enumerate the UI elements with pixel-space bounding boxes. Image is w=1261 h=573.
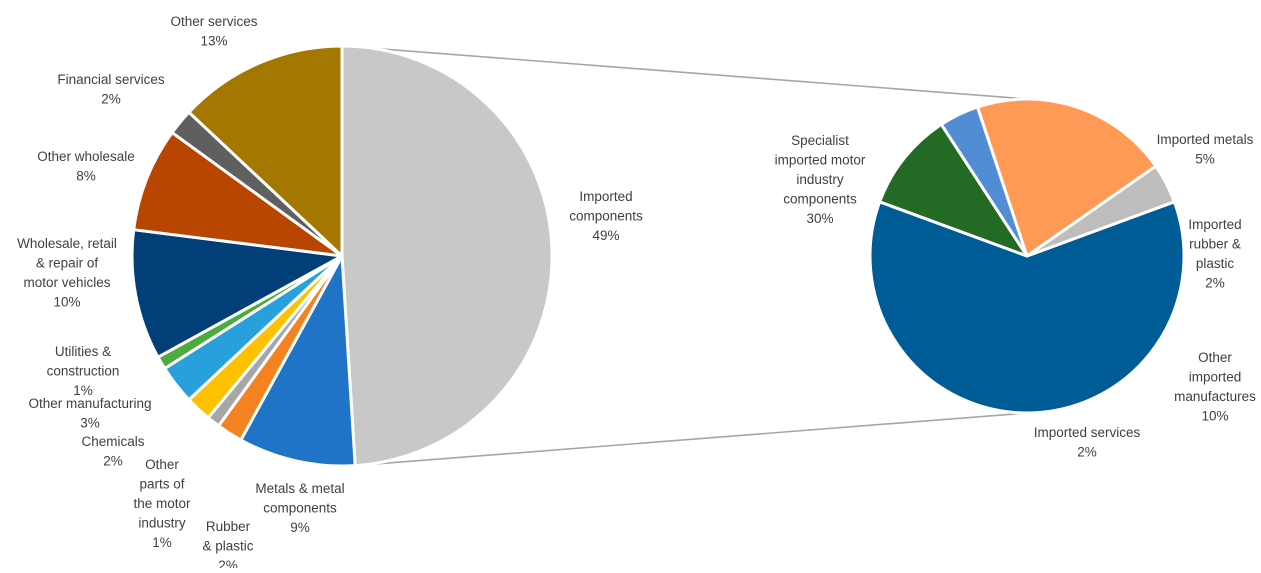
secondary-label-imported-rubber-and-plastic: Imported rubber & plastic 2% — [1188, 217, 1241, 291]
secondary-label-imported-metals: Imported metals 5% — [1157, 132, 1254, 167]
primary-label-other-manufacturing: Other manufacturing 3% — [28, 396, 151, 431]
primary-pie-labels: Imported components 49% Metals & metal compo… — [17, 14, 643, 573]
primary-label-rubber-and-plastic: Rubber & plastic 2% — [202, 519, 253, 568]
primary-label-imported-components: Imported components 49% — [569, 189, 643, 243]
pie-slice-imported-components — [340, 44, 554, 468]
connector-line-bottom — [356, 412, 1028, 467]
primary-pie — [130, 44, 554, 468]
secondary-pie-labels: Specialist imported motor industry componen… — [775, 132, 1257, 460]
pie-slice-imported-metals — [878, 122, 1029, 258]
primary-label-other-services: Other services 13% — [170, 14, 257, 49]
connector-line-top — [343, 45, 1028, 100]
pie-slice-other-wholesale — [132, 131, 344, 258]
primary-label-other-parts-of-the-motor-industry: Other parts of the motor industry 1% — [133, 457, 191, 550]
connector-lines — [343, 45, 1028, 467]
pie-slice-wholesale-retail-and-repair-of-motor-vehicles — [130, 228, 344, 359]
pie-slice-other-imported-manufactures — [976, 97, 1158, 258]
primary-label-chemicals: Chemicals 2% — [81, 434, 144, 469]
primary-label-utilities-and-construction: Utilities & construction 1% — [47, 344, 120, 398]
primary-label-other-wholesale: Other wholesale 8% — [37, 149, 135, 184]
secondary-label-specialist-imported-motor-industry-components: Specialist imported motor industry componen… — [775, 133, 866, 226]
primary-label-financial-services: Financial services 2% — [57, 72, 165, 107]
pie-slice-imported-services — [1025, 164, 1176, 258]
secondary-pie — [868, 97, 1186, 415]
pie-slice-other-services — [187, 44, 344, 258]
secondary-label-other-imported-manufactures: Other imported manufactures 10% — [1174, 350, 1256, 424]
pie-slice-metals-and-metal-components — [239, 254, 357, 468]
pie-slice-specialist-imported-motor-industry-components — [868, 200, 1186, 415]
primary-label-metals-and-metal-components: Metals & metal components 9% — [255, 481, 344, 535]
secondary-label-imported-services: Imported services 2% — [1034, 425, 1141, 460]
primary-label-wholesale-retail-and-repair-of-motor-vehicles: Wholesale, retail & repair of motor vehicl… — [17, 236, 117, 310]
